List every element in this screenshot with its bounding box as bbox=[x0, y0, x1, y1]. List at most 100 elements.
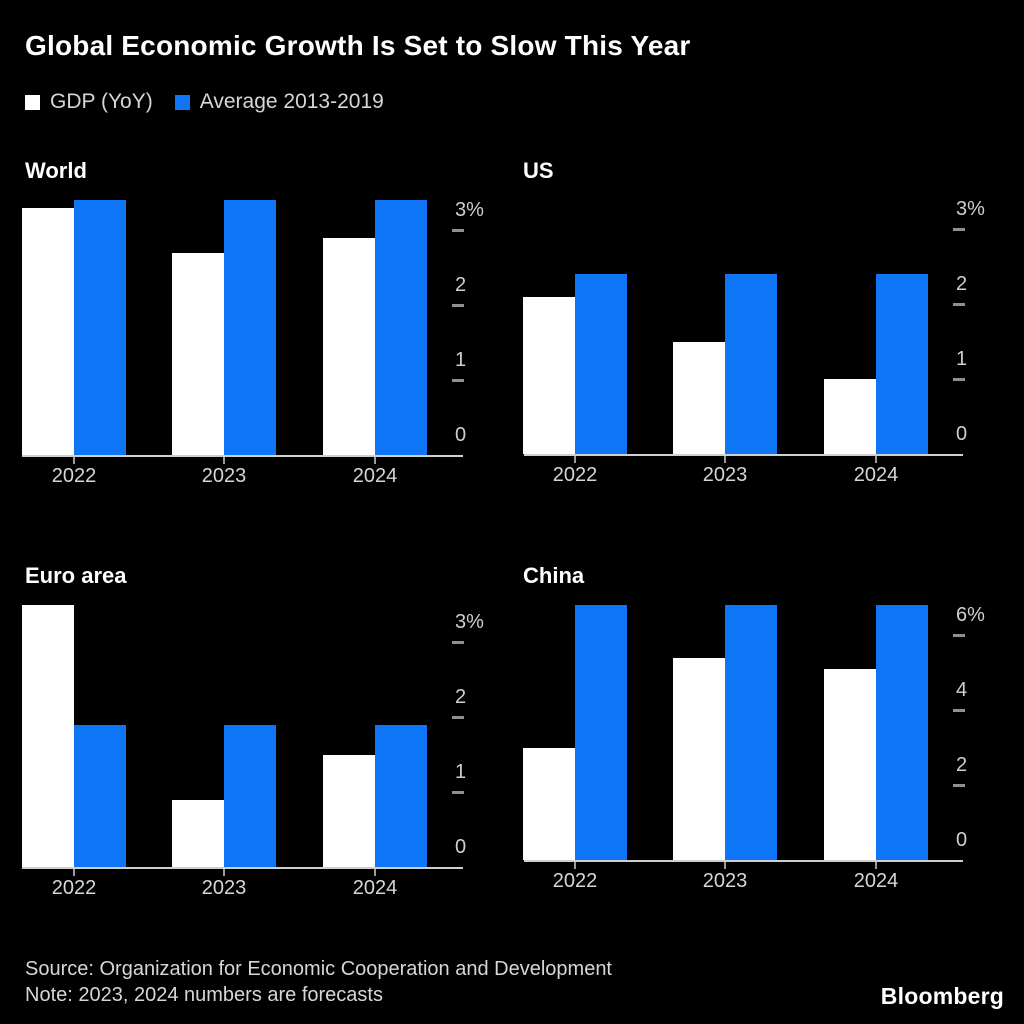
xtick-world-2024 bbox=[374, 457, 376, 464]
bar-us-2022-gdp bbox=[523, 296, 575, 454]
bar-us-2024-average bbox=[876, 274, 928, 454]
bloomberg-logo: Bloomberg bbox=[880, 983, 1004, 1009]
ytick-dash-world-3 bbox=[452, 229, 464, 232]
legend: GDP (YoY) Average 2013-2019 bbox=[25, 90, 406, 114]
bar-world-2024-gdp bbox=[323, 237, 375, 455]
bar-us-2023-gdp bbox=[673, 341, 725, 454]
ytick-dash-china-4 bbox=[953, 709, 965, 712]
chart-title: Global Economic Growth Is Set to Slow Th… bbox=[25, 30, 691, 61]
bar-euro-area-2023-gdp bbox=[172, 799, 224, 867]
ytick-label-us-3: 3% bbox=[956, 198, 985, 220]
ytick-dash-euro-area-2 bbox=[452, 716, 464, 719]
bar-euro-area-2022-gdp bbox=[22, 604, 74, 867]
bar-euro-area-2024-gdp bbox=[323, 754, 375, 867]
xtick-china-2024 bbox=[875, 862, 877, 869]
xtick-label-euro-area-2024: 2024 bbox=[352, 877, 398, 899]
ytick-label-us-1: 1 bbox=[956, 348, 968, 370]
panel-title-world: World bbox=[25, 158, 87, 183]
ytick-label-world-1: 1 bbox=[455, 349, 467, 371]
x-axis-euro-area bbox=[22, 867, 463, 869]
x-axis-china bbox=[524, 860, 963, 862]
forecast-note: Note: 2023, 2024 numbers are forecasts bbox=[25, 984, 383, 1006]
xtick-label-china-2024: 2024 bbox=[853, 870, 899, 892]
ytick-dash-us-1 bbox=[953, 378, 965, 381]
ytick-label-euro-area-3: 3% bbox=[455, 611, 484, 633]
bar-china-2023-average bbox=[725, 605, 777, 860]
bar-euro-area-2023-average bbox=[224, 724, 276, 867]
xtick-us-2022 bbox=[574, 456, 576, 463]
xtick-us-2023 bbox=[724, 456, 726, 463]
legend-label-gdp: GDP (YoY) bbox=[50, 90, 153, 113]
ytick-label-us-2: 2 bbox=[956, 273, 968, 295]
bar-china-2023-gdp bbox=[673, 657, 725, 860]
bar-china-2022-average bbox=[575, 605, 627, 860]
legend-swatch-average bbox=[174, 94, 190, 110]
ytick-label-euro-area-0: 0 bbox=[455, 836, 467, 858]
bar-world-2022-average bbox=[74, 200, 126, 455]
panel-title-euro-area: Euro area bbox=[25, 563, 127, 588]
xtick-china-2023 bbox=[724, 862, 726, 869]
ytick-label-china-6: 6% bbox=[956, 604, 985, 626]
ytick-label-china-2: 2 bbox=[956, 754, 968, 776]
xtick-label-world-2024: 2024 bbox=[352, 465, 398, 487]
bar-china-2022-gdp bbox=[523, 747, 575, 860]
source-note: Source: Organization for Economic Cooper… bbox=[25, 958, 612, 980]
bar-china-2024-gdp bbox=[824, 668, 876, 860]
ytick-label-euro-area-2: 2 bbox=[455, 686, 467, 708]
xtick-euro-area-2022 bbox=[73, 869, 75, 876]
xtick-label-us-2022: 2022 bbox=[552, 464, 598, 486]
ytick-label-world-3: 3% bbox=[455, 199, 484, 221]
ytick-dash-world-1 bbox=[452, 379, 464, 382]
ytick-label-us-0: 0 bbox=[956, 423, 968, 445]
ytick-dash-euro-area-3 bbox=[452, 641, 464, 644]
bar-world-2022-gdp bbox=[22, 207, 74, 455]
panel-title-china: China bbox=[523, 563, 585, 588]
xtick-world-2023 bbox=[223, 457, 225, 464]
ytick-dash-china-6 bbox=[953, 634, 965, 637]
ytick-dash-world-2 bbox=[452, 304, 464, 307]
x-axis-world bbox=[22, 455, 463, 457]
bar-world-2023-average bbox=[224, 200, 276, 455]
ytick-label-world-2: 2 bbox=[455, 274, 467, 296]
ytick-label-china-4: 4 bbox=[956, 679, 968, 701]
bar-world-2023-gdp bbox=[172, 252, 224, 455]
xtick-world-2022 bbox=[73, 457, 75, 464]
ytick-dash-euro-area-1 bbox=[452, 791, 464, 794]
xtick-label-china-2022: 2022 bbox=[552, 870, 598, 892]
x-axis-us bbox=[524, 454, 963, 456]
footer: Source: Organization for Economic Cooper… bbox=[25, 956, 612, 1008]
xtick-label-world-2023: 2023 bbox=[201, 465, 247, 487]
xtick-label-world-2022: 2022 bbox=[51, 465, 97, 487]
xtick-china-2022 bbox=[574, 862, 576, 869]
bar-euro-area-2024-average bbox=[375, 724, 427, 867]
xtick-label-euro-area-2022: 2022 bbox=[51, 877, 97, 899]
xtick-euro-area-2023 bbox=[223, 869, 225, 876]
legend-swatch-gdp bbox=[25, 94, 40, 110]
xtick-label-us-2024: 2024 bbox=[853, 464, 899, 486]
ytick-label-world-0: 0 bbox=[455, 424, 467, 446]
bar-china-2024-average bbox=[876, 605, 928, 860]
ytick-dash-china-2 bbox=[953, 784, 965, 787]
panel-title-us: US bbox=[523, 158, 554, 183]
ytick-label-euro-area-1: 1 bbox=[455, 761, 467, 783]
bar-us-2024-gdp bbox=[824, 379, 876, 454]
ytick-dash-us-2 bbox=[953, 303, 965, 306]
ytick-label-china-0: 0 bbox=[956, 829, 968, 851]
xtick-euro-area-2024 bbox=[374, 869, 376, 876]
xtick-label-us-2023: 2023 bbox=[702, 464, 748, 486]
legend-label-average: Average 2013-2019 bbox=[199, 90, 384, 113]
bar-world-2024-average bbox=[375, 200, 427, 455]
ytick-dash-us-3 bbox=[953, 228, 965, 231]
xtick-label-china-2023: 2023 bbox=[702, 870, 748, 892]
bar-us-2023-average bbox=[725, 274, 777, 454]
xtick-label-euro-area-2023: 2023 bbox=[201, 877, 247, 899]
bar-euro-area-2022-average bbox=[74, 724, 126, 867]
bar-us-2022-average bbox=[575, 274, 627, 454]
xtick-us-2024 bbox=[875, 456, 877, 463]
